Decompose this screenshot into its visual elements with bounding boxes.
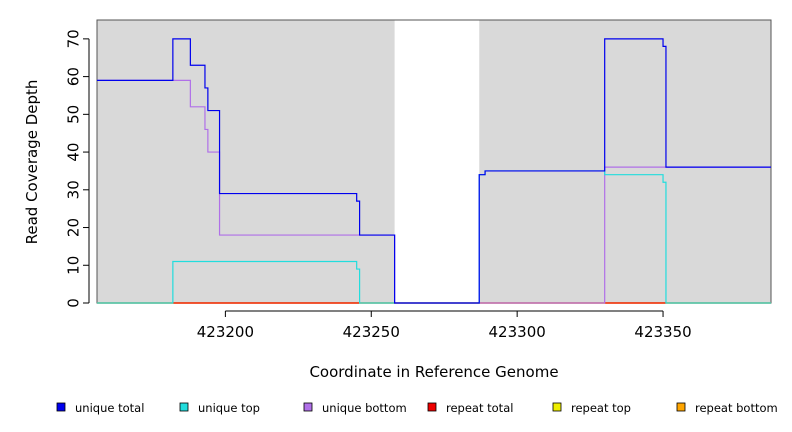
series-line-unique-total xyxy=(97,38,771,304)
y-tick-label: 40 xyxy=(65,143,83,162)
x-axis: 423200 423250 423300 423350 xyxy=(197,310,692,341)
legend-swatch xyxy=(179,402,189,412)
y-tick-label: 60 xyxy=(65,67,83,86)
legend-swatch xyxy=(303,402,313,412)
x-tick-label: 423200 xyxy=(197,323,254,341)
y-axis-title: Read Coverage Depth xyxy=(23,80,41,245)
legend-label: repeat bottom xyxy=(695,401,778,415)
legend-swatch xyxy=(56,402,66,412)
x-tick-label: 423250 xyxy=(343,323,400,341)
legend-swatch xyxy=(427,402,437,412)
uncovered-region xyxy=(394,20,480,303)
legend-label: repeat top xyxy=(571,401,631,415)
legend-label: repeat total xyxy=(446,401,513,415)
y-tick-label: 0 xyxy=(65,298,83,308)
x-tick-label: 423300 xyxy=(489,323,546,341)
y-axis: 0 10 20 30 40 50 60 70 xyxy=(65,29,90,308)
legend-swatch xyxy=(552,402,562,412)
x-tick-label: 423350 xyxy=(634,323,691,341)
legend-swatch xyxy=(676,402,686,412)
y-tick-label: 70 xyxy=(65,29,83,48)
y-tick-label: 50 xyxy=(65,105,83,124)
y-tick-label: 10 xyxy=(65,256,83,275)
legend-label: unique total xyxy=(75,401,144,415)
x-axis-title: Coordinate in Reference Genome xyxy=(309,363,558,381)
series-line-unique-bottom xyxy=(97,79,771,304)
legend-label: unique top xyxy=(198,401,260,415)
y-tick-label: 20 xyxy=(65,218,83,237)
y-tick-label: 30 xyxy=(65,180,83,199)
legend: unique total unique top unique bottom repea… xyxy=(56,401,778,415)
legend-label: unique bottom xyxy=(322,401,407,415)
